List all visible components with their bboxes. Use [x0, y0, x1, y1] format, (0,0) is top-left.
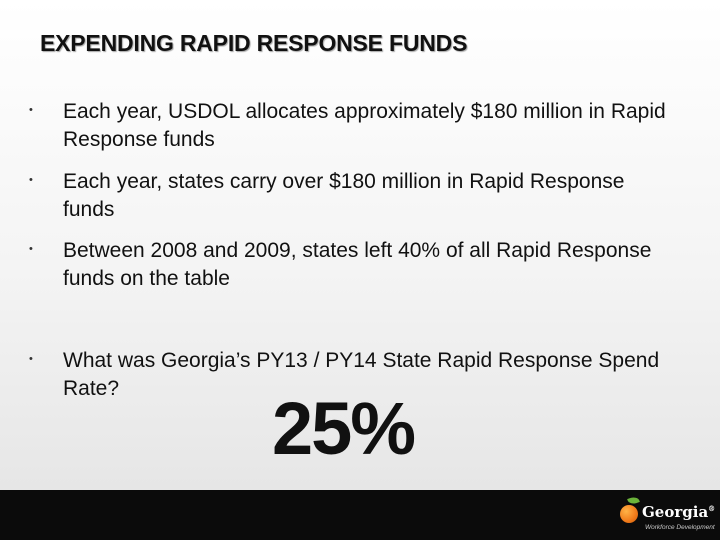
bullet-icon: • [29, 353, 33, 365]
georgia-logo: Georgia® Workforce Development [614, 493, 715, 537]
bullet-text: Each year, USDOL allocates approximately… [63, 100, 666, 151]
answer-value: 25% [272, 387, 416, 470]
bullet-text: What was Georgia’s PY13 / PY14 State Rap… [63, 349, 660, 400]
slide-title: EXPENDING RAPID RESPONSE FUNDS [40, 30, 468, 56]
peach-icon [620, 505, 638, 523]
logo-text: Georgia® [642, 503, 715, 521]
footer-bar [0, 490, 720, 540]
bullet-text: Between 2008 and 2009, states left 40% o… [63, 239, 652, 290]
bullet-text: Each year, states carry over $180 millio… [63, 170, 625, 221]
logo-registered-mark: ® [708, 504, 716, 513]
logo-word: Georgia [642, 503, 709, 521]
logo-subtext: Workforce Development [645, 524, 715, 531]
bullet-icon: • [29, 243, 33, 255]
bullet-icon: • [29, 174, 33, 186]
bullet-icon: • [29, 104, 33, 116]
slide-background [0, 0, 720, 490]
